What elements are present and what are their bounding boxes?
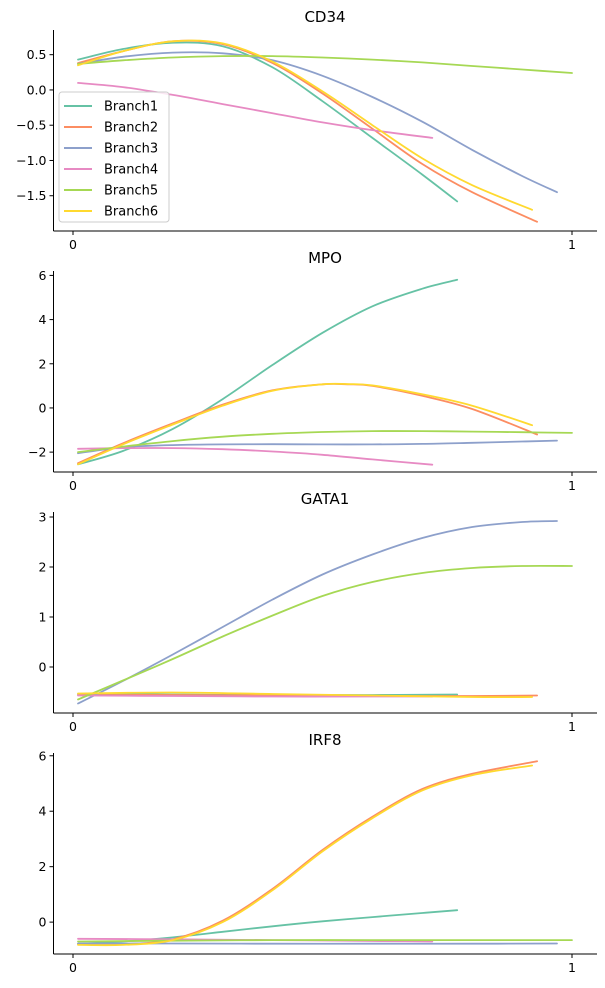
series-line-branch1 <box>77 41 459 203</box>
x-tick-label: 0 <box>69 960 77 975</box>
legend-entry: Branch3 <box>64 142 158 157</box>
panel-gata1: GATA1 0 1 3 2 1 0 <box>39 490 597 734</box>
series-line-branch2 <box>77 760 538 946</box>
y-tick-label: −0.5 <box>16 118 46 133</box>
y-tick-label: −1.0 <box>16 153 46 168</box>
x-tick-label: 0 <box>69 719 77 734</box>
panel-mpo: MPO 0 1 6 4 2 0 −2 <box>28 249 597 493</box>
ticks: 0 1 3 2 1 0 <box>39 510 576 735</box>
ticks: 0 1 0.5 0.0 −0.5 −1.0 −1.5 <box>16 47 576 252</box>
series-line-branch6 <box>77 691 533 699</box>
y-tick-label: 4 <box>39 312 47 327</box>
series-line-branch3 <box>77 520 558 705</box>
y-tick-label: 4 <box>39 804 47 819</box>
legend-label: Branch5 <box>104 184 158 199</box>
y-tick-label: 2 <box>39 560 47 575</box>
x-tick-label: 1 <box>568 719 576 734</box>
plot-area <box>77 39 573 223</box>
y-tick-label: 6 <box>39 268 47 283</box>
legend-label: Branch4 <box>104 163 158 178</box>
series-line-branch6 <box>77 382 533 466</box>
y-tick-label: 0.5 <box>27 47 47 62</box>
panel-irf8: IRF8 0 1 6 4 2 0 <box>39 731 597 975</box>
y-tick-label: 2 <box>39 356 47 371</box>
y-tick-label: 3 <box>39 510 47 525</box>
y-tick-label: 2 <box>39 859 47 874</box>
legend-entry: Branch5 <box>64 184 158 199</box>
x-tick-label: 1 <box>568 237 576 252</box>
series-line-branch5 <box>77 564 573 701</box>
series-line-branch1 <box>77 278 459 466</box>
legend-label: Branch3 <box>104 142 158 157</box>
legend: Branch1 Branch2 Branch3 Branch4 Branch5 … <box>58 91 170 223</box>
y-tick-label: 0 <box>39 400 47 415</box>
series-line-branch4 <box>77 447 434 466</box>
series-line-branch2 <box>77 382 538 465</box>
legend-label: Branch1 <box>104 100 158 115</box>
legend-entry: Branch4 <box>64 163 158 178</box>
x-tick-label: 1 <box>568 478 576 493</box>
legend-entry: Branch1 <box>64 100 158 115</box>
legend-entry: Branch6 <box>64 205 158 220</box>
x-tick-label: 1 <box>568 960 576 975</box>
series-line-branch3 <box>77 51 558 194</box>
x-tick-label: 0 <box>69 478 77 493</box>
plot-area <box>77 760 573 947</box>
plot-area <box>77 520 573 705</box>
panel-cd34: CD34 0 1 0.5 0.0 −0.5 −1.0 −1.5 Branch1 Branch… <box>16 8 597 252</box>
panel-title: MPO <box>308 249 342 267</box>
ticks: 0 1 6 4 2 0 −2 <box>28 268 576 493</box>
y-tick-label: 0 <box>39 915 47 930</box>
y-tick-label: 0.0 <box>27 82 47 97</box>
ticks: 0 1 6 4 2 0 <box>39 748 576 975</box>
series-line-branch3 <box>77 439 558 455</box>
series-line-branch6 <box>77 764 533 947</box>
y-tick-label: 6 <box>39 748 47 763</box>
y-tick-label: −1.5 <box>16 188 46 203</box>
x-tick-label: 0 <box>69 237 77 252</box>
plot-area <box>77 278 573 466</box>
series-line-branch6 <box>77 39 533 211</box>
y-tick-label: 1 <box>39 610 47 625</box>
legend-label: Branch2 <box>104 121 158 136</box>
panel-title: IRF8 <box>308 731 341 749</box>
legend-entry: Branch2 <box>64 121 158 136</box>
series-line-branch5 <box>77 430 573 453</box>
y-tick-label: −2 <box>28 445 46 460</box>
panel-title: GATA1 <box>301 490 350 508</box>
legend-label: Branch6 <box>104 205 158 220</box>
panel-title: CD34 <box>304 8 345 26</box>
y-tick-label: 0 <box>39 660 47 675</box>
series-line-branch4 <box>77 82 434 139</box>
series-line-branch5 <box>77 939 573 943</box>
series-line-branch5 <box>77 55 573 74</box>
